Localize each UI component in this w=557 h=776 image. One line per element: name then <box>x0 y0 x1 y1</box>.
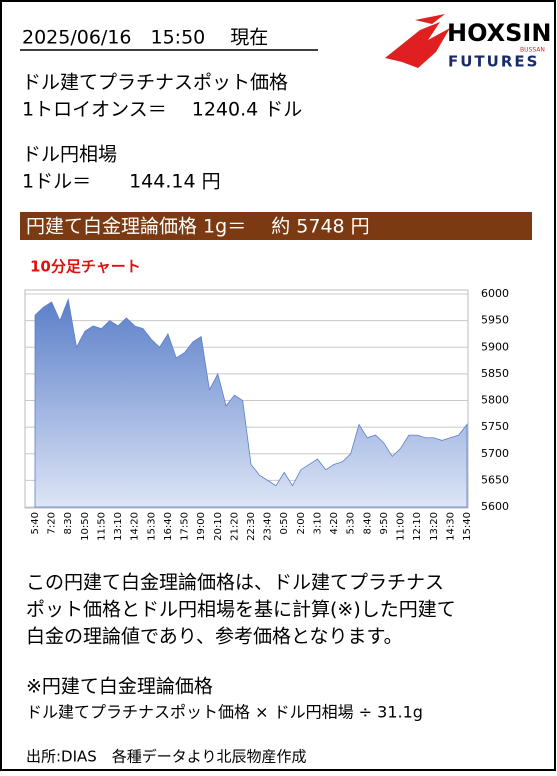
y-tick-label: 5900 <box>481 340 509 353</box>
usd-label: ドル建てプラチナスポット価格 <box>22 72 288 94</box>
x-tick-label: 13:10 <box>113 512 124 541</box>
x-tick-label: 3:10 <box>312 512 323 534</box>
banner <box>20 212 532 240</box>
fx-label: ドル円相場 <box>22 144 117 166</box>
y-tick-label: 5600 <box>481 500 509 513</box>
x-tick-label: 0:50 <box>279 512 290 534</box>
x-tick-label: 7:20 <box>47 512 58 534</box>
formula-title: ※円建て白金理論価格 <box>26 676 213 698</box>
y-tick-label: 5650 <box>481 473 509 486</box>
fx-line: 1ドル＝ 144.14 円 <box>22 171 221 193</box>
logo: HOXSIN BUSSAN FUTURES <box>385 14 551 71</box>
y-tick-label: 5950 <box>481 314 509 327</box>
paragraph-line: ポット価格とドル円相場を基に計算(※)した円建て <box>26 599 456 621</box>
x-tick-label: 23:40 <box>263 512 274 541</box>
x-tick-label: 16:40 <box>163 512 174 541</box>
y-tick-label: 5800 <box>481 394 509 407</box>
x-tick-label: 15:40 <box>462 512 473 541</box>
logo-sub: FUTURES <box>448 53 539 71</box>
chart-title: 10分足チャート <box>30 258 141 276</box>
x-tick-label: 10:50 <box>80 512 91 541</box>
x-tick-label: 5:30 <box>346 512 357 534</box>
x-tick-label: 19:00 <box>196 512 207 541</box>
logo-swoosh <box>385 22 450 68</box>
x-tick-label: 15:30 <box>146 512 157 541</box>
x-tick-label: 11:50 <box>96 512 107 541</box>
paragraph-line: 白金の理論値であり、参考価格となります。 <box>26 626 403 648</box>
logo-swoosh <box>415 14 445 24</box>
x-tick-label: 17:50 <box>180 512 191 541</box>
x-tick-label: 5:40 <box>30 512 41 534</box>
x-tick-label: 4:20 <box>329 512 340 534</box>
banner-text: 円建て白金理論価格 1g＝ 約 5748 円 <box>26 216 370 238</box>
datetime: 2025/06/16 15:50 現在 <box>22 27 268 49</box>
x-tick-label: 21:20 <box>229 512 240 541</box>
x-tick-label: 12:10 <box>412 512 423 541</box>
area <box>34 297 468 508</box>
x-tick-label: 14:30 <box>445 512 456 541</box>
formula: ドル建てプラチナスポット価格 × ドル円相場 ÷ 31.1g <box>26 703 423 722</box>
x-tick-label: 2:00 <box>296 512 307 534</box>
x-tick-label: 13:20 <box>429 512 440 541</box>
paragraph-line: この円建て白金理論価格は、ドル建てプラチナス <box>26 572 444 594</box>
y-tick-label: 6000 <box>481 287 509 300</box>
source: 出所:DIAS 各種データより北辰物産作成 <box>26 748 307 766</box>
chart: 5600 5650 5700 5750 5800 5850 5900 5950 6000 5:40… <box>25 287 509 541</box>
logo-main: HOXSIN <box>447 19 551 47</box>
y-tick-label: 5850 <box>481 367 509 380</box>
x-tick-label: 8:40 <box>362 512 373 534</box>
y-tick-label: 5700 <box>481 447 509 460</box>
usd-line: 1トロイオンス＝ 1240.4 ドル <box>22 99 302 121</box>
x-tick-label: 8:30 <box>63 512 74 534</box>
x-tick-label: 11:00 <box>396 512 407 541</box>
x-tick-label: 20:10 <box>213 512 224 541</box>
x-tick-label: 22:30 <box>246 512 257 541</box>
x-tick-label: 9:50 <box>379 512 390 534</box>
x-tick-label: 14:20 <box>130 512 141 541</box>
y-tick-label: 5750 <box>481 420 509 433</box>
logo-small: BUSSAN <box>520 47 545 54</box>
